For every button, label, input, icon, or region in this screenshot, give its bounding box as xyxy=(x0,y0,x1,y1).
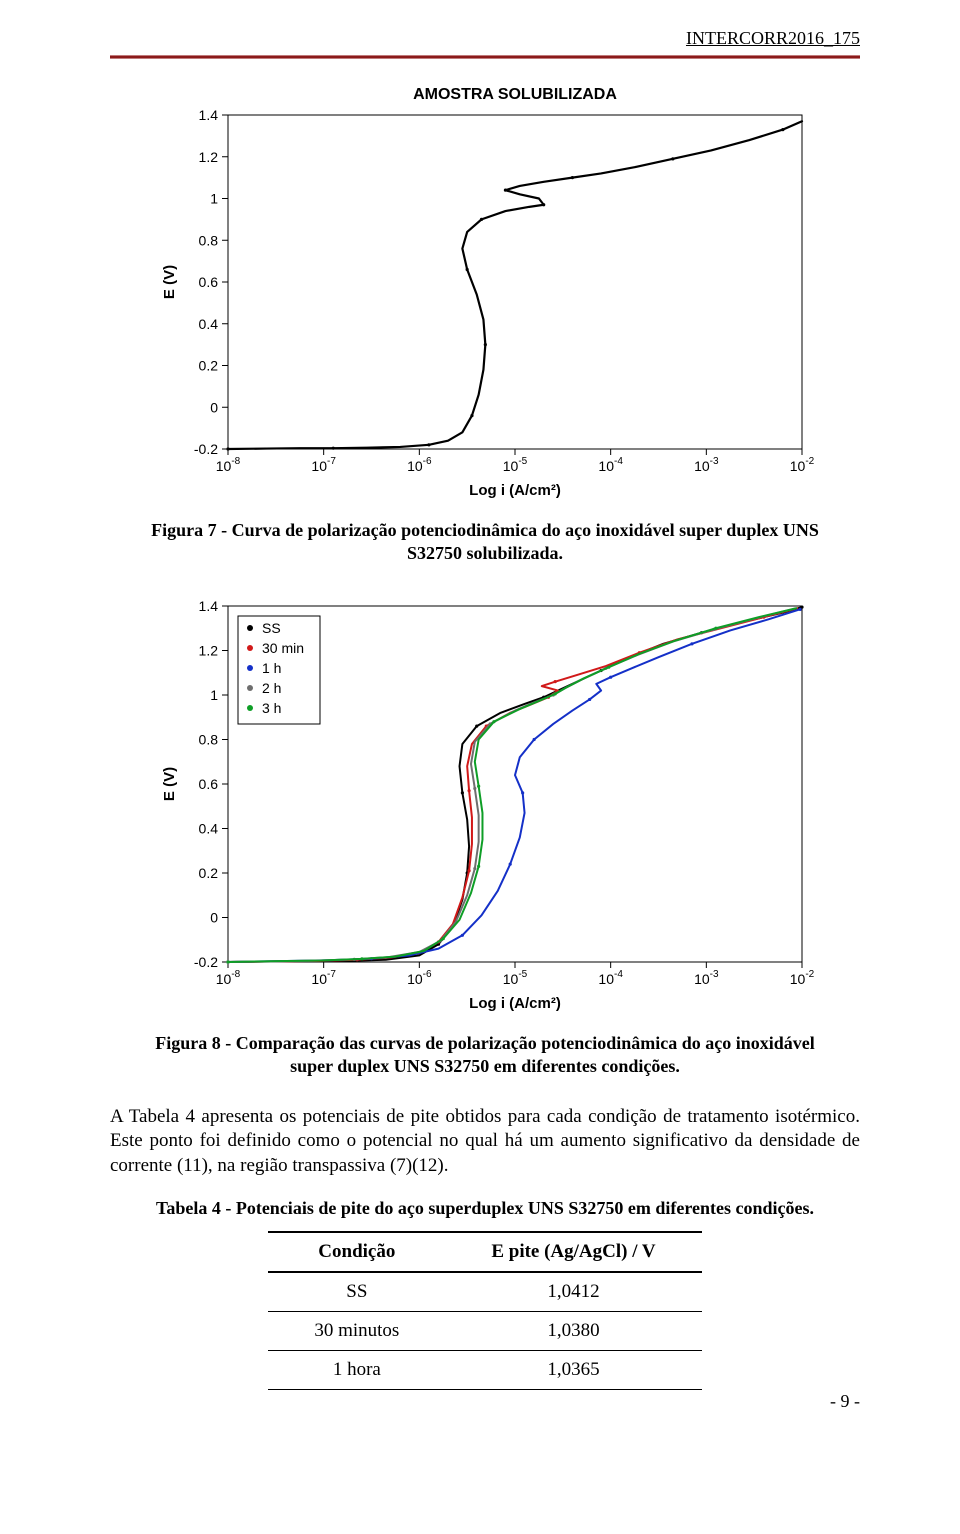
svg-text:10-5: 10-5 xyxy=(503,969,528,987)
table-col-1: E pite (Ag/AgCl) / V xyxy=(445,1232,701,1272)
figure-8-chart: -0.2 0 0.2 0.4 0.6 0.8 1 1.2 1.4 10-8 10-7 10-6 10-5… xyxy=(150,592,820,1022)
svg-text:SS: SS xyxy=(262,620,281,636)
svg-text:10-6: 10-6 xyxy=(407,456,432,474)
table-col-0: Condição xyxy=(268,1232,445,1272)
svg-text:Log i (A/cm²): Log i (A/cm²) xyxy=(469,995,561,1012)
svg-text:10-8: 10-8 xyxy=(216,969,241,987)
svg-text:1.4: 1.4 xyxy=(199,598,219,614)
table-cell: 1 hora xyxy=(268,1350,445,1389)
page-number: - 9 - xyxy=(830,1391,860,1412)
table-cell: 30 minutos xyxy=(268,1311,445,1350)
table-cell: 1,0412 xyxy=(445,1272,701,1312)
svg-text:0.8: 0.8 xyxy=(199,232,219,248)
svg-text:10-3: 10-3 xyxy=(694,456,719,474)
svg-text:10-2: 10-2 xyxy=(790,969,815,987)
svg-text:0.2: 0.2 xyxy=(199,865,219,881)
table-header-row: Condição E pite (Ag/AgCl) / V xyxy=(268,1232,701,1272)
svg-text:0.4: 0.4 xyxy=(199,821,219,837)
svg-text:0.2: 0.2 xyxy=(199,358,219,374)
svg-text:E (V): E (V) xyxy=(161,767,178,801)
table-cell: 1,0380 xyxy=(445,1311,701,1350)
table-4: Condição E pite (Ag/AgCl) / V SS1,041230… xyxy=(268,1231,701,1390)
chart1-svg: AMOSTRA SOLUBILIZADA -0.2 0 0.2 0.4 0.6 0.8 1 1.… xyxy=(150,79,820,509)
svg-text:10-2: 10-2 xyxy=(790,456,815,474)
svg-text:-0.2: -0.2 xyxy=(194,954,218,970)
svg-text:E (V): E (V) xyxy=(161,265,178,299)
running-head: INTERCORR2016_175 xyxy=(110,28,860,49)
svg-text:10-6: 10-6 xyxy=(407,969,432,987)
table-row: 30 minutos1,0380 xyxy=(268,1311,701,1350)
svg-text:1 h: 1 h xyxy=(262,660,281,676)
svg-text:1.2: 1.2 xyxy=(199,643,219,659)
table-cell: 1,0365 xyxy=(445,1350,701,1389)
svg-text:0: 0 xyxy=(210,399,218,415)
chart2-svg: -0.2 0 0.2 0.4 0.6 0.8 1 1.2 1.4 10-8 10-7 10-6 10-5… xyxy=(150,592,820,1022)
figure-7-chart: AMOSTRA SOLUBILIZADA -0.2 0 0.2 0.4 0.6 0.8 1 1.… xyxy=(150,79,820,509)
svg-text:10-7: 10-7 xyxy=(311,456,336,474)
svg-text:10-8: 10-8 xyxy=(216,456,241,474)
body-paragraph: A Tabela 4 apresenta os potenciais de pi… xyxy=(110,1105,860,1178)
svg-text:10-7: 10-7 xyxy=(311,969,336,987)
svg-text:-0.2: -0.2 xyxy=(194,441,218,457)
svg-text:3 h: 3 h xyxy=(262,700,281,716)
svg-text:30 min: 30 min xyxy=(262,640,304,656)
table-row: 1 hora1,0365 xyxy=(268,1350,701,1389)
svg-text:1.4: 1.4 xyxy=(199,107,219,123)
svg-text:0.6: 0.6 xyxy=(199,274,219,290)
page: INTERCORR2016_175 AMOSTRA SOLUBILIZADA -0… xyxy=(0,0,960,1430)
table-cell: SS xyxy=(268,1272,445,1312)
svg-text:1: 1 xyxy=(210,687,218,703)
svg-text:10-3: 10-3 xyxy=(694,969,719,987)
figure-8-caption: Figura 8 - Comparação das curvas de pola… xyxy=(135,1032,835,1077)
svg-text:0.4: 0.4 xyxy=(199,316,219,332)
svg-text:10-4: 10-4 xyxy=(598,969,623,987)
header-rule xyxy=(110,55,860,59)
svg-text:0.6: 0.6 xyxy=(199,776,219,792)
svg-text:0: 0 xyxy=(210,910,218,926)
figure-7-caption: Figura 7 - Curva de polarização potencio… xyxy=(135,519,835,564)
svg-text:Log i (A/cm²): Log i (A/cm²) xyxy=(469,482,561,499)
svg-text:AMOSTRA SOLUBILIZADA: AMOSTRA SOLUBILIZADA xyxy=(413,86,617,103)
svg-text:0.8: 0.8 xyxy=(199,732,219,748)
svg-text:10-5: 10-5 xyxy=(503,456,528,474)
table-row: SS1,0412 xyxy=(268,1272,701,1312)
table-4-title: Tabela 4 - Potenciais de pite do aço sup… xyxy=(110,1198,860,1219)
svg-text:1.2: 1.2 xyxy=(199,149,219,165)
svg-text:1: 1 xyxy=(210,191,218,207)
svg-text:10-4: 10-4 xyxy=(598,456,623,474)
svg-text:2 h: 2 h xyxy=(262,680,281,696)
